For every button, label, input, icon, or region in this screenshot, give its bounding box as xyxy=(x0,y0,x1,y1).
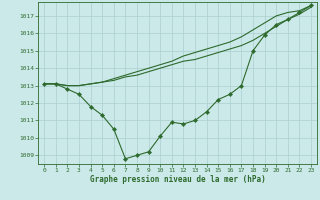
X-axis label: Graphe pression niveau de la mer (hPa): Graphe pression niveau de la mer (hPa) xyxy=(90,175,266,184)
